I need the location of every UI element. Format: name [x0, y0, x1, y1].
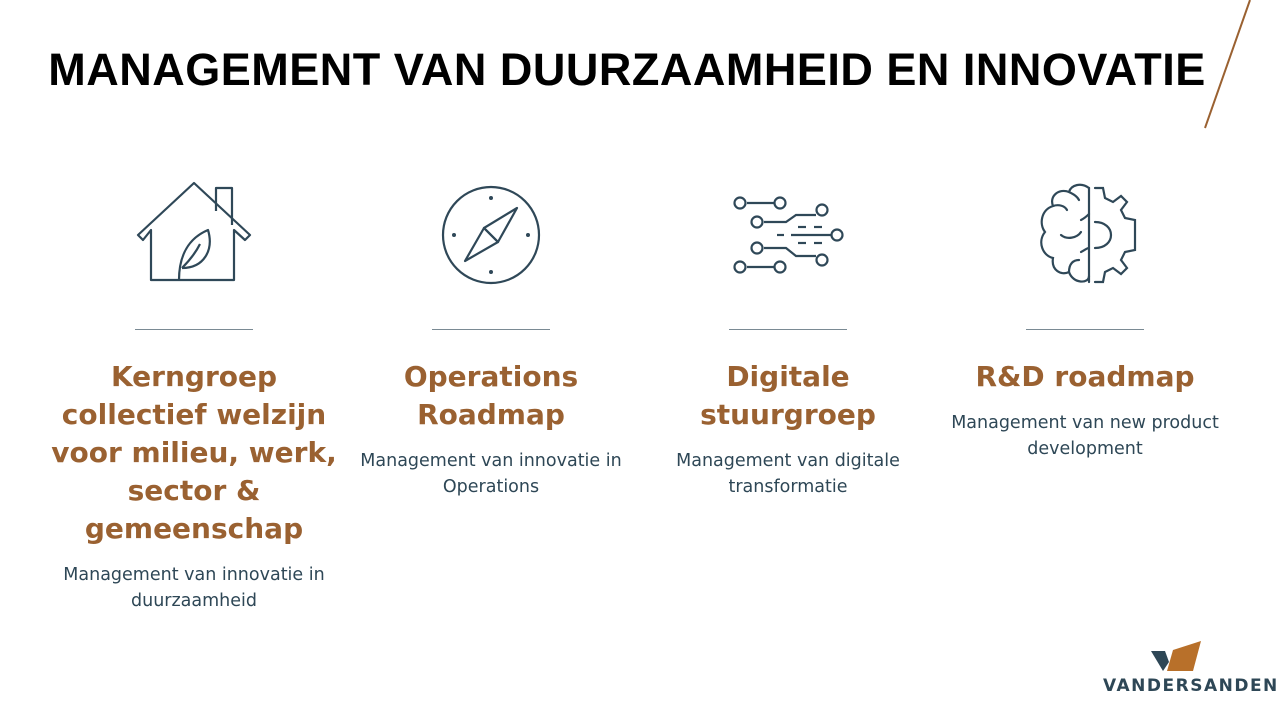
column-digital: Digitale stuurgroep Management van digit…	[638, 180, 938, 500]
column-heading: Digitale stuurgroep	[700, 360, 876, 431]
divider	[432, 329, 550, 330]
divider	[1026, 329, 1144, 330]
decorative-diagonal-line	[1204, 0, 1251, 129]
column-description: Management van innovatie in duurzaamheid	[63, 565, 325, 611]
column-description: Management van new product development	[951, 413, 1219, 459]
column-description: Management van innovatie in Operations	[360, 451, 622, 497]
brain-gear-icon	[935, 180, 1235, 290]
logo-mark-icon	[1151, 641, 1201, 671]
page-title: MANAGEMENT VAN DUURZAAMHEID EN INNOVATIE	[48, 44, 1206, 95]
vandersanden-logo: VANDERSANDEN	[1103, 640, 1279, 696]
column-description: Management van digitale transformatie	[676, 451, 900, 497]
compass-icon	[341, 180, 641, 290]
house-leaf-icon	[44, 180, 344, 290]
column-sustainability: Kerngroep collectief welzijn voor milieu…	[44, 180, 344, 614]
column-heading: Operations Roadmap	[403, 360, 579, 431]
column-heading: Kerngroep collectief welzijn voor milieu…	[51, 360, 337, 545]
digital-circuit-icon	[638, 180, 938, 290]
divider	[729, 329, 847, 330]
column-operations: Operations Roadmap Management van innova…	[341, 180, 641, 500]
column-heading: R&D roadmap	[975, 360, 1195, 393]
divider	[135, 329, 253, 330]
column-rnd: R&D roadmap Management van new product d…	[935, 180, 1235, 462]
logo-text: VANDERSANDEN	[1103, 676, 1279, 696]
